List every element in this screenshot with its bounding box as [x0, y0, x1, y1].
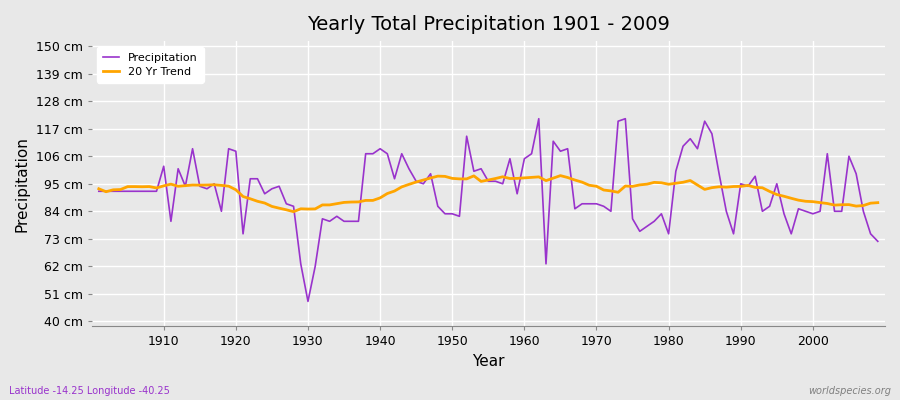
Precipitation — [302, 299, 313, 304]
Title: Yearly Total Precipitation 1901 - 2009: Yearly Total Precipitation 1901 - 2009 — [307, 15, 670, 34]
Precipitation — [620, 116, 631, 121]
Precipitation — [526, 151, 537, 156]
Precipitation — [872, 239, 883, 244]
X-axis label: Year: Year — [472, 354, 505, 369]
Line: Precipitation: Precipitation — [99, 119, 878, 301]
20 Yr Trend — [151, 186, 162, 190]
Precipitation — [519, 156, 530, 161]
Precipitation — [94, 189, 104, 194]
20 Yr Trend — [360, 198, 371, 203]
20 Yr Trend — [872, 200, 883, 205]
20 Yr Trend — [620, 184, 631, 188]
20 Yr Trend — [526, 175, 537, 180]
20 Yr Trend — [555, 173, 566, 178]
Text: Latitude -14.25 Longitude -40.25: Latitude -14.25 Longitude -40.25 — [9, 386, 170, 396]
Y-axis label: Precipitation: Precipitation — [15, 136, 30, 232]
Precipitation — [360, 151, 371, 156]
20 Yr Trend — [288, 209, 299, 214]
20 Yr Trend — [94, 186, 104, 191]
Precipitation — [317, 216, 328, 221]
Legend: Precipitation, 20 Yr Trend: Precipitation, 20 Yr Trend — [97, 47, 203, 83]
20 Yr Trend — [519, 176, 530, 180]
Line: 20 Yr Trend: 20 Yr Trend — [99, 176, 878, 212]
Precipitation — [534, 116, 544, 121]
Precipitation — [151, 189, 162, 194]
20 Yr Trend — [317, 202, 328, 207]
Text: worldspecies.org: worldspecies.org — [808, 386, 891, 396]
